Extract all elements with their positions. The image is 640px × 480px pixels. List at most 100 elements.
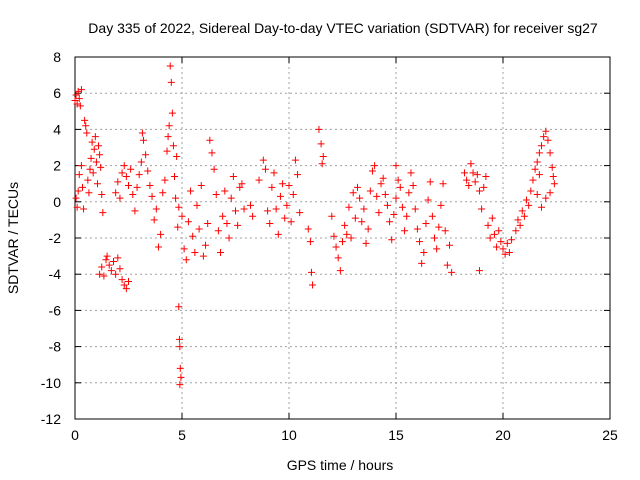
data-point — [234, 221, 242, 229]
data-point — [112, 270, 120, 278]
data-point — [217, 248, 225, 256]
data-point — [118, 169, 126, 177]
data-point — [345, 203, 353, 211]
data-point — [146, 182, 154, 190]
y-axis-label: SDTVAR / TECUs — [5, 182, 21, 294]
data-point — [373, 192, 381, 200]
data-point — [246, 201, 254, 209]
y-tick-label: 2 — [53, 158, 61, 174]
data-point — [169, 142, 177, 150]
data-point — [75, 95, 83, 103]
data-point — [229, 172, 237, 180]
data-point — [493, 243, 501, 251]
data-point — [103, 252, 111, 260]
data-point — [150, 216, 158, 224]
data-point — [407, 169, 415, 177]
data-point — [411, 205, 419, 213]
data-point — [144, 167, 152, 175]
data-point — [460, 169, 468, 177]
data-point — [219, 212, 227, 220]
data-point — [426, 178, 434, 186]
data-point — [383, 201, 391, 209]
data-point — [114, 254, 122, 262]
data-point — [272, 205, 280, 213]
data-point — [210, 165, 218, 173]
data-point — [96, 270, 104, 278]
data-point — [416, 238, 424, 246]
grid-lines — [75, 57, 610, 419]
data-point — [175, 335, 183, 343]
data-point — [353, 183, 361, 191]
data-point — [76, 102, 84, 110]
data-point — [99, 209, 107, 217]
data-point — [131, 207, 139, 215]
data-point — [518, 207, 526, 215]
data-point — [514, 216, 522, 224]
data-point — [499, 245, 507, 253]
data-point — [240, 205, 248, 213]
data-point — [177, 373, 185, 381]
data-point — [120, 281, 128, 289]
data-point — [270, 169, 278, 177]
data-point — [206, 136, 214, 144]
data-point — [148, 192, 156, 200]
data-point — [168, 109, 176, 117]
data-point — [266, 220, 274, 228]
data-point — [133, 183, 141, 191]
data-point — [285, 182, 293, 190]
data-point — [533, 191, 541, 199]
data-point — [82, 122, 90, 130]
data-point — [366, 187, 374, 195]
y-tick-label: 4 — [53, 121, 61, 137]
data-point — [255, 176, 263, 184]
data-point — [274, 230, 282, 238]
data-point — [281, 214, 289, 222]
data-point — [375, 209, 383, 217]
data-point — [540, 133, 548, 141]
data-point — [195, 225, 203, 233]
data-point — [176, 364, 184, 372]
y-tick-label: -4 — [49, 266, 62, 282]
data-point — [80, 205, 88, 213]
data-point — [394, 176, 402, 184]
data-point — [533, 158, 541, 166]
data-point — [91, 133, 99, 141]
data-point — [381, 191, 389, 199]
y-tick-label: 8 — [53, 49, 61, 65]
data-point — [175, 203, 183, 211]
data-point — [424, 196, 432, 204]
data-point — [525, 201, 533, 209]
data-point — [118, 276, 126, 284]
x-tick-label: 20 — [495, 427, 511, 443]
data-point — [202, 241, 210, 249]
data-point — [328, 212, 336, 220]
data-point — [139, 136, 147, 144]
data-point — [98, 263, 106, 271]
data-point — [512, 227, 520, 235]
data-point — [77, 86, 85, 94]
data-point — [475, 187, 483, 195]
data-point — [433, 245, 441, 253]
data-point — [339, 238, 346, 246]
y-tick-label: -2 — [49, 230, 62, 246]
data-point — [473, 171, 481, 179]
data-point — [135, 171, 143, 179]
data-point — [88, 138, 96, 146]
data-point — [304, 225, 312, 233]
data-point — [548, 163, 556, 171]
data-point — [508, 236, 516, 244]
data-point — [413, 225, 421, 233]
data-point — [360, 205, 368, 213]
data-point — [167, 78, 175, 86]
data-point — [443, 261, 451, 269]
data-point — [538, 142, 546, 150]
data-point — [110, 258, 118, 266]
x-axis-label: GPS time / hours — [287, 457, 394, 473]
data-point — [418, 259, 426, 267]
data-point — [467, 160, 475, 168]
data-point — [495, 227, 503, 235]
data-point — [287, 218, 295, 226]
data-point — [392, 194, 400, 202]
data-point — [152, 205, 160, 213]
data-point — [154, 243, 162, 251]
